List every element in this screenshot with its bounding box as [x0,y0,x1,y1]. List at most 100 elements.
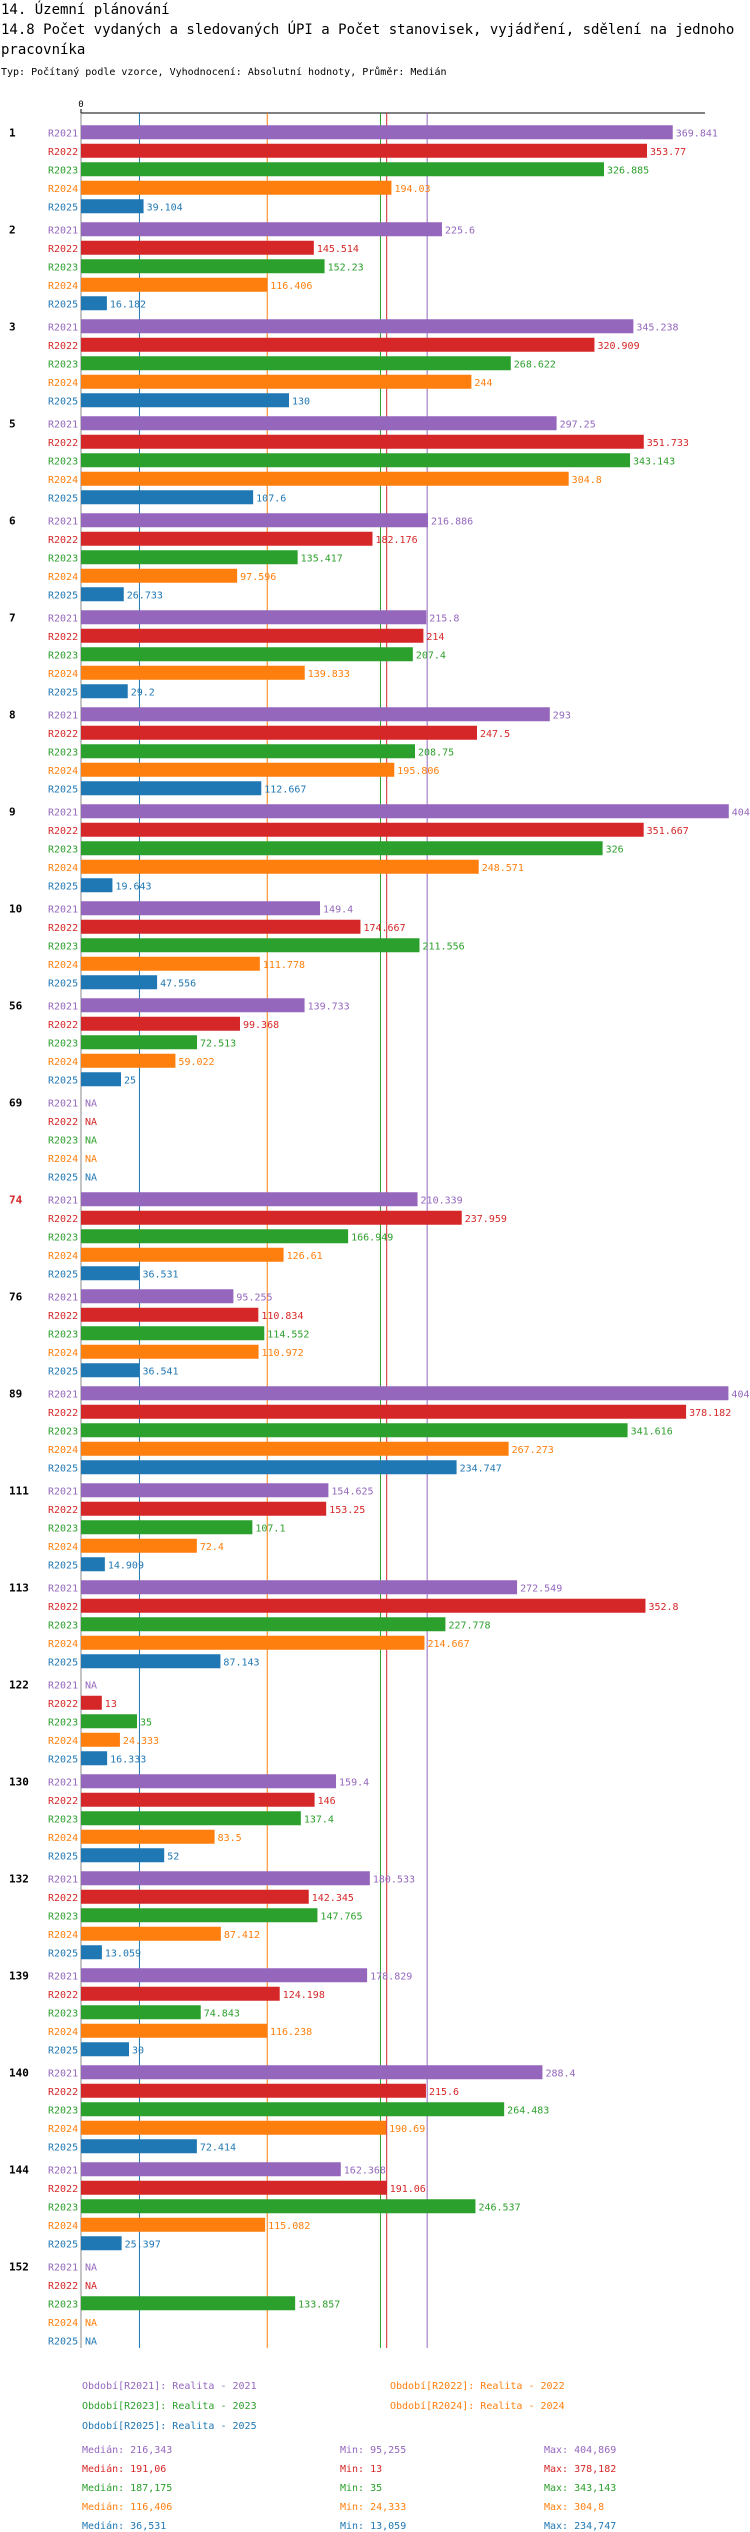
series-label: R2021 [48,710,78,721]
bar [81,1926,221,1941]
data-label: 72.4 [200,1542,224,1553]
legend-min: Min: 95,255 [340,2445,407,2456]
series-label: R2023 [48,1620,78,1631]
series-label: R2022 [48,1311,78,1322]
data-label: 227.778 [448,1620,490,1631]
data-label: 29.2 [131,687,155,698]
legend-period: Období[R2025]: Realita - 2025 [82,2421,257,2432]
group-label: 152 [9,2260,29,2273]
series-label: R2023 [48,262,78,273]
series-label: R2024 [48,1445,78,1456]
bar [81,938,420,953]
data-label: 126.61 [287,1251,323,1262]
group-label: 122 [9,1678,29,1691]
bar [81,2236,122,2251]
group-label: 3 [9,320,16,333]
bar [81,513,429,528]
legend-median: Medián: 216,343 [82,2445,173,2456]
series-label: R2024 [48,1154,78,1165]
data-label: 30 [132,2045,144,2056]
bar [81,1774,337,1789]
bar [81,1386,729,1401]
data-label: 207.4 [416,650,446,661]
data-label: 149.4 [323,904,353,915]
series-label: R2023 [48,1232,78,1243]
legend-min: Min: 13,059 [340,2521,407,2532]
series-label: R2024 [48,1057,78,1068]
data-label: 145.514 [317,244,359,255]
data-label: 47.556 [160,978,196,989]
bar [81,1635,425,1650]
bar [81,1326,265,1341]
data-label: 267.273 [512,1445,554,1456]
data-label: 268.622 [514,359,556,370]
bar [81,762,395,777]
bar [81,684,128,699]
bar [81,550,298,565]
series-label: R2025 [48,2336,78,2347]
na-label: NA [85,2318,97,2329]
section-title: 14. Územní plánování [1,2,170,18]
bar [81,471,569,486]
series-label: R2021 [48,2068,78,2079]
data-label: 110.834 [261,1311,303,1322]
data-label: 208.75 [418,747,454,758]
data-label: 404.646 [731,1389,750,1400]
series-label: R2023 [48,1135,78,1146]
bar [81,222,442,237]
bar [81,1557,105,1572]
series-label: R2025 [48,978,78,989]
bar [81,1617,446,1632]
data-label: 124.198 [283,1990,325,2001]
data-label: 97.596 [240,572,276,583]
data-label: 147.765 [320,1911,362,1922]
data-label: 246.537 [478,2202,520,2213]
series-label: R2021 [48,1195,78,1206]
series-label: R2025 [48,202,78,213]
data-label: 130 [292,396,310,407]
series-label: R2024 [48,2221,78,2232]
data-label: 107.6 [256,493,286,504]
bar [81,1441,509,1456]
legend-max: Max: 234,747 [544,2521,617,2532]
series-label: R2021 [48,516,78,527]
series-label: R2023 [48,1329,78,1340]
series-label: R2025 [48,784,78,795]
data-label: 59.022 [178,1057,214,1068]
data-label: 13 [105,1699,117,1710]
series-label: R2022 [48,1214,78,1225]
data-label: 237.959 [465,1214,507,1225]
data-label: 353.77 [650,147,686,158]
bar [81,1811,301,1826]
series-label: R2023 [48,1717,78,1728]
data-label: 215.6 [429,2087,459,2098]
series-label: R2021 [48,613,78,624]
data-label: 24.333 [123,1736,159,1747]
na-label: NA [85,1135,97,1146]
data-label: 133.857 [298,2299,340,2310]
series-label: R2022 [48,632,78,643]
series-label: R2023 [48,359,78,370]
series-label: R2022 [48,535,78,546]
series-label: R2024 [48,475,78,486]
bar [81,1460,457,1475]
legend-max: Max: 404,869 [544,2445,617,2456]
data-label: 72.513 [200,1038,236,1049]
series-label: R2022 [48,2184,78,2195]
group-label: 74 [9,1193,23,1206]
data-label: 135.417 [301,553,343,564]
data-label: 153.25 [329,1505,365,1516]
series-label: R2022 [48,729,78,740]
series-label: R2022 [48,2281,78,2292]
data-label: 225.6 [445,225,475,236]
bar [81,707,550,722]
group-label: 69 [9,1096,22,1109]
series-label: R2022 [48,826,78,837]
bar [81,1848,165,1863]
data-label: 142.345 [312,1893,354,1904]
data-label: 214.667 [427,1639,469,1650]
bar [81,490,254,505]
series-label: R2023 [48,1523,78,1534]
data-label: 304.8 [572,475,602,486]
bar [81,725,477,740]
